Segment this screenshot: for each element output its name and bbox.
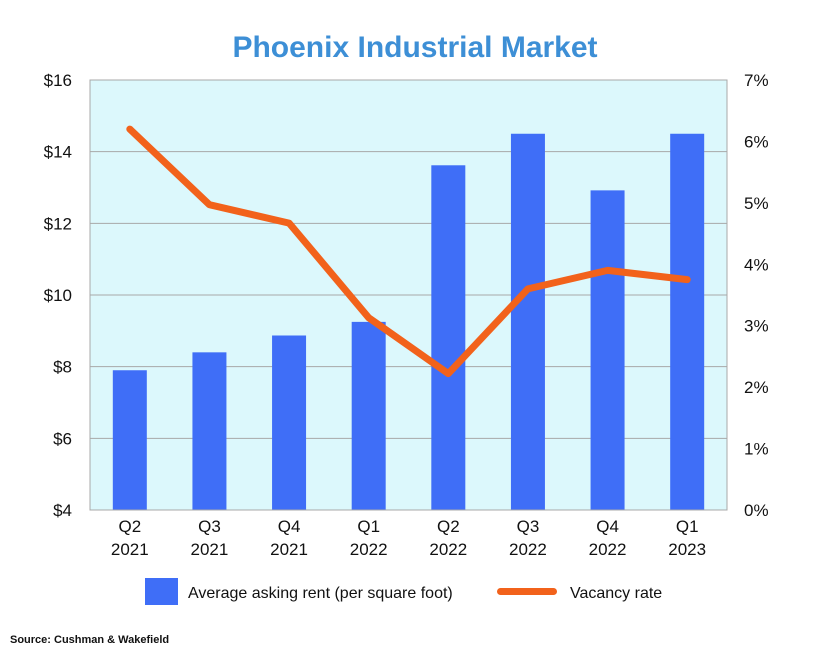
x-tick-label: Q1 2022 xyxy=(350,517,388,559)
bar-2 xyxy=(272,335,307,510)
left-tick-label: $14 xyxy=(44,143,72,162)
bar-5 xyxy=(510,133,545,510)
right-tick-label: 4% xyxy=(744,255,769,274)
legend: Average asking rent (per square foot) Va… xyxy=(145,578,662,605)
right-tick-label: 7% xyxy=(744,71,769,90)
left-tick-label: $12 xyxy=(44,214,72,233)
line-series xyxy=(126,125,691,378)
x-tick-label: Q3 2021 xyxy=(191,517,229,559)
chart-title: Phoenix Industrial Market xyxy=(232,31,597,64)
right-tick-label: 1% xyxy=(744,440,769,459)
legend-swatch-rent xyxy=(145,578,178,605)
x-tick-label: Q2 2022 xyxy=(429,517,467,559)
left-tick-label: $6 xyxy=(53,429,72,448)
legend-label-vacancy: Vacancy rate xyxy=(570,585,662,602)
right-tick-label: 3% xyxy=(744,317,769,336)
right-tick-label: 5% xyxy=(744,194,769,213)
legend-label-rent: Average asking rent (per square foot) xyxy=(188,585,453,602)
left-tick-label: $8 xyxy=(53,358,72,377)
left-tick-label: $4 xyxy=(53,501,72,520)
left-tick-label: $16 xyxy=(44,71,72,90)
right-tick-label: 0% xyxy=(744,501,769,520)
x-tick-label: Q3 2022 xyxy=(509,517,547,559)
right-tick-label: 2% xyxy=(744,378,769,397)
bar-0 xyxy=(112,370,147,510)
bar-1 xyxy=(192,352,227,510)
x-tick-label: Q1 2023 xyxy=(668,517,706,559)
legend-swatch-vacancy xyxy=(497,588,557,595)
source-note: Source: Cushman & Wakefield xyxy=(10,634,169,646)
bar-series xyxy=(112,133,705,511)
bar-7 xyxy=(670,133,705,510)
left-tick-label: $10 xyxy=(44,286,72,305)
x-axis: Q2 2021 Q3 2021 Q4 2021 Q1 2022 Q2 2022 Q3 2022 Q4 20… xyxy=(111,517,706,559)
vacancy-line xyxy=(126,125,691,378)
x-tick-label: Q2 2021 xyxy=(111,517,149,559)
bar-3 xyxy=(351,321,386,510)
x-tick-label: Q4 2021 xyxy=(270,517,308,559)
plot-frame xyxy=(89,79,728,511)
bar-6 xyxy=(590,190,625,510)
bar-4 xyxy=(431,165,466,511)
x-tick-label: Q4 2022 xyxy=(589,517,627,559)
right-tick-label: 6% xyxy=(744,132,769,151)
right-axis: 0% 1% 2% 3% 4% 5% 6% 7% xyxy=(744,71,769,520)
left-axis: $4 $6 $8 $10 $12 $14 $16 xyxy=(44,71,72,520)
